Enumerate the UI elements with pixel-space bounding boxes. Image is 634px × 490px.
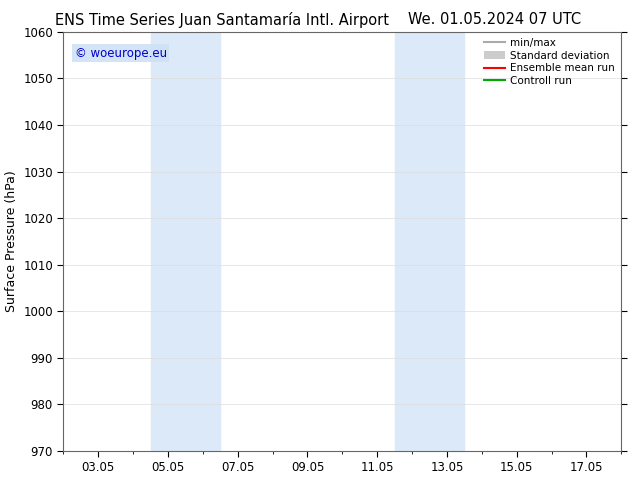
Text: © woeurope.eu: © woeurope.eu [75, 47, 167, 59]
Text: We. 01.05.2024 07 UTC: We. 01.05.2024 07 UTC [408, 12, 581, 27]
Text: ENS Time Series Juan Santamaría Intl. Airport: ENS Time Series Juan Santamaría Intl. Ai… [55, 12, 389, 28]
Legend: min/max, Standard deviation, Ensemble mean run, Controll run: min/max, Standard deviation, Ensemble me… [480, 34, 619, 90]
Bar [150, 32, 221, 451]
Y-axis label: Surface Pressure (hPa): Surface Pressure (hPa) [4, 171, 18, 312]
Bar [394, 32, 464, 451]
